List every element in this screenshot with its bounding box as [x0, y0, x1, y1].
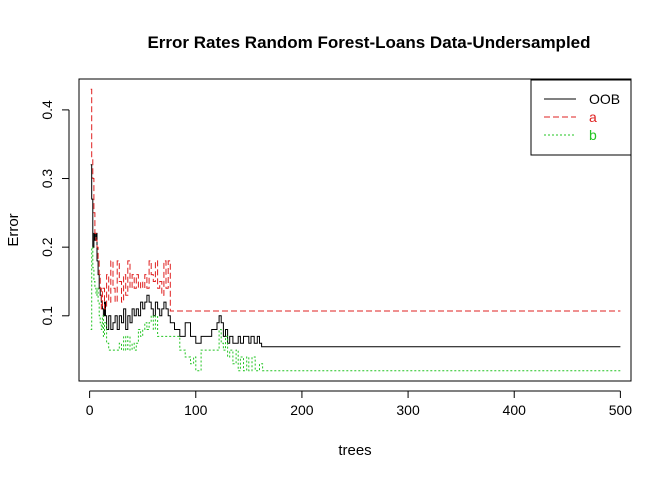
y-tick-label: 0.3 — [39, 169, 55, 189]
series-line-OOB — [90, 164, 621, 348]
legend-label-b: b — [589, 127, 597, 143]
x-tick-label: 300 — [396, 402, 420, 418]
legend-label-OOB: OOB — [589, 91, 620, 107]
y-axis-label: Error — [5, 213, 22, 246]
x-tick-label: 500 — [609, 402, 633, 418]
x-tick-label: 400 — [503, 402, 527, 418]
y-tick-label: 0.1 — [39, 306, 55, 326]
x-tick-label: 100 — [184, 402, 208, 418]
axis-layer: 0 100 200 300 400 500 0.1 0.2 0.3 0.4 — [39, 100, 632, 418]
chart-title: Error Rates Random Forest-Loans Data-Und… — [147, 33, 590, 52]
legend: OOB ab — [530, 79, 632, 156]
y-tick-label: 0.4 — [39, 100, 55, 120]
x-tick-label: 200 — [290, 402, 314, 418]
plot-frame — [78, 78, 632, 382]
y-tick-label: 0.2 — [39, 237, 55, 257]
x-axis-label: trees — [338, 442, 371, 459]
series-line-b — [90, 246, 621, 372]
legend-label-a: a — [589, 109, 597, 125]
series-line-a — [90, 88, 621, 312]
x-tick-label: 0 — [86, 402, 94, 418]
series-layer — [90, 88, 621, 372]
